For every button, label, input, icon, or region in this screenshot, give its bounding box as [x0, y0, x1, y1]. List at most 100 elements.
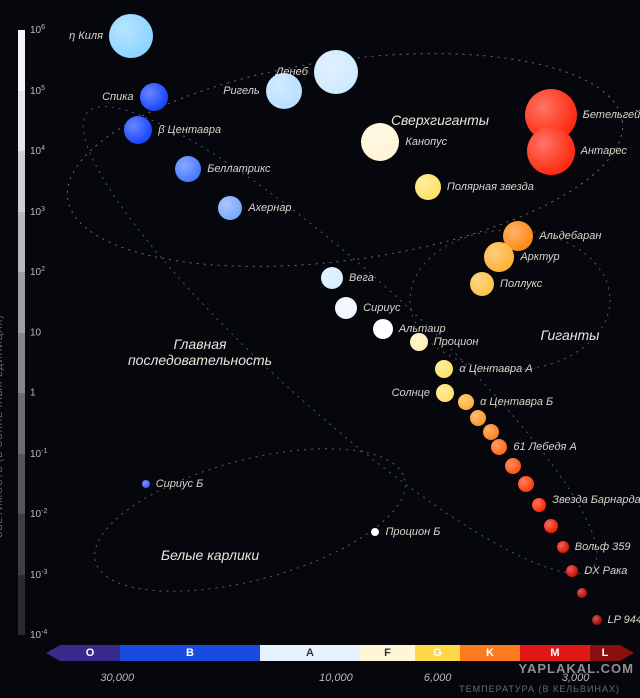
y-tick: 103 — [30, 205, 45, 217]
star-label: Сириус Б — [156, 478, 204, 490]
star-label: Ригель — [223, 85, 260, 97]
luminosity-bar-segment — [18, 393, 25, 454]
star-marker — [435, 360, 453, 378]
luminosity-bar-segment — [18, 333, 25, 394]
star-marker — [371, 528, 379, 536]
star-marker — [266, 73, 302, 109]
hr-diagram: СВЕТИМОСТЬ (В СОЛНЕЧНЫХ ЕДИНИЦАХ) ТЕМПЕР… — [0, 0, 640, 698]
star-label: α Центавра Б — [480, 396, 553, 408]
star-marker — [557, 541, 569, 553]
star-marker — [109, 14, 153, 58]
luminosity-bar-segment — [18, 30, 25, 91]
star-label: α Центавра А — [459, 363, 532, 375]
star-marker — [505, 458, 521, 474]
star-label: Спика — [102, 91, 133, 103]
region-label: Главная — [174, 336, 227, 352]
luminosity-bar-segment — [18, 91, 25, 152]
star-label: Бетельгейзе — [583, 109, 640, 121]
star-label: Альдебаран — [539, 230, 601, 242]
luminosity-bar-segment — [18, 272, 25, 333]
luminosity-bar-segment — [18, 212, 25, 273]
star-marker — [124, 116, 152, 144]
spectral-letter: F — [384, 647, 391, 659]
star-marker — [436, 384, 454, 402]
star-marker — [532, 498, 546, 512]
spectral-letter: B — [186, 647, 194, 659]
star-marker — [518, 476, 534, 492]
star-marker — [577, 588, 587, 598]
star-marker — [491, 439, 507, 455]
star-label: η Киля — [69, 30, 103, 42]
star-marker — [544, 519, 558, 533]
star-marker — [470, 272, 494, 296]
star-marker — [484, 242, 514, 272]
star-label: Процион Б — [385, 526, 440, 538]
star-marker — [142, 480, 150, 488]
star-marker — [527, 127, 575, 175]
star-marker — [415, 174, 441, 200]
y-tick: 105 — [30, 84, 45, 96]
region-label: Сверхгиганты — [391, 112, 489, 128]
star-label: Солнце — [392, 387, 430, 399]
y-tick: 106 — [30, 24, 45, 36]
star-label: DX Рака — [584, 565, 627, 577]
x-tick: 3,000 — [562, 672, 590, 684]
star-marker — [321, 267, 343, 289]
region-label: Белые карлики — [161, 547, 259, 563]
star-label: Арктур — [520, 251, 559, 263]
x-tick: 30,000 — [100, 672, 134, 684]
spectral-letter: A — [306, 647, 314, 659]
star-label: β Центавра — [158, 124, 221, 136]
y-tick: 104 — [30, 145, 45, 157]
region-label: Гиганты — [541, 327, 600, 343]
y-tick: 10-2 — [30, 508, 47, 520]
y-axis-label: СВЕТИМОСТЬ (В СОЛНЕЧНЫХ ЕДИНИЦАХ) — [0, 315, 4, 538]
star-marker — [470, 410, 486, 426]
star-label: Антарес — [581, 145, 627, 157]
star-marker — [410, 333, 428, 351]
star-marker — [314, 50, 358, 94]
star-marker — [175, 156, 201, 182]
y-tick: 102 — [30, 266, 45, 278]
star-label: 61 Лебедя А — [513, 441, 576, 453]
spectral-arrow-right — [620, 645, 634, 661]
star-label: Вольф 359 — [575, 541, 631, 553]
star-marker — [218, 196, 242, 220]
luminosity-bar-segment — [18, 514, 25, 575]
star-label: Вега — [349, 272, 374, 284]
star-label: Поллукс — [500, 278, 542, 290]
star-marker — [140, 83, 168, 111]
x-tick: 6,000 — [424, 672, 452, 684]
y-tick: 10-1 — [30, 447, 47, 459]
x-tick: 10,000 — [319, 672, 353, 684]
star-marker — [361, 123, 399, 161]
region-label: последовательность — [128, 352, 272, 368]
y-tick: 10-3 — [30, 568, 47, 580]
star-marker — [483, 424, 499, 440]
y-tick: 10 — [30, 327, 41, 338]
star-label: Беллатрикс — [207, 163, 270, 175]
luminosity-bar-segment — [18, 151, 25, 212]
star-label: Звезда Барнарда — [552, 494, 640, 506]
luminosity-bar-segment — [18, 454, 25, 515]
luminosity-bar-segment — [18, 575, 25, 636]
star-label: Процион — [434, 336, 479, 348]
x-axis-label: ТЕМПЕРАТУРА (В КЕЛЬВИНАХ) — [459, 684, 620, 694]
star-marker — [458, 394, 474, 410]
spectral-letter: M — [550, 647, 559, 659]
star-marker — [566, 565, 578, 577]
star-label: LP 944-020 — [608, 614, 640, 626]
spectral-letter: K — [486, 647, 494, 659]
y-tick: 10-4 — [30, 629, 47, 641]
star-marker — [335, 297, 357, 319]
star-label: Сириус — [363, 302, 400, 314]
star-label: Ахернар — [248, 202, 291, 214]
star-label: Канопус — [405, 136, 447, 148]
spectral-letter: O — [86, 647, 95, 659]
spectral-letter: G — [433, 647, 442, 659]
star-marker — [592, 615, 602, 625]
y-tick: 1 — [30, 388, 36, 399]
spectral-arrow-left — [46, 645, 60, 661]
spectral-letter: L — [602, 647, 609, 659]
star-label: Полярная звезда — [447, 181, 534, 193]
